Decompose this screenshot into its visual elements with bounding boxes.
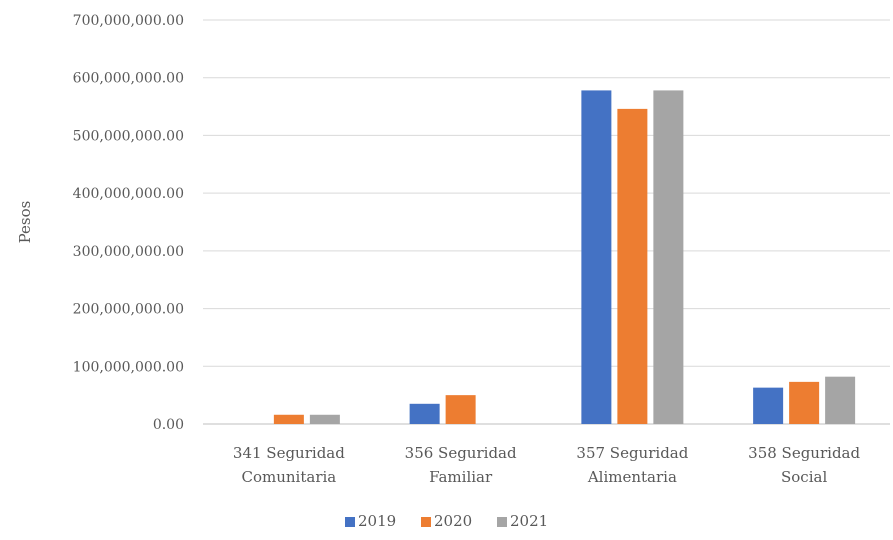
y-tick-label: 0.00 (153, 417, 184, 433)
bar-2020 (273, 414, 304, 424)
bar-2020 (445, 395, 476, 424)
bars (273, 90, 856, 424)
bar-2019 (753, 387, 784, 424)
y-tick-label: 400,000,000.00 (73, 186, 184, 202)
bar-2021 (825, 376, 856, 424)
legend-swatch-2019 (345, 517, 355, 527)
y-axis-label: Pesos (16, 201, 34, 244)
y-tick-label: 500,000,000.00 (73, 128, 184, 144)
x-category-label: 356 Seguridad Familiar (405, 444, 517, 486)
x-category-label: 357 Seguridad Alimentaria (576, 444, 688, 486)
y-tick-label: 100,000,000.00 (73, 359, 184, 375)
legend-label-2019: 2019 (358, 512, 396, 530)
y-axis-ticks: 0.00 100,000,000.00 200,000,000.00 300,000,… (73, 13, 184, 433)
legend-label-2021: 2021 (510, 512, 548, 530)
legend-label-2020: 2020 (434, 512, 472, 530)
y-tick-label: 300,000,000.00 (73, 244, 184, 260)
gridlines (203, 19, 890, 425)
y-tick-label: 700,000,000.00 (73, 13, 184, 29)
legend-swatch-2020 (421, 517, 431, 527)
legend: 2019 2020 2021 (345, 512, 548, 530)
bar-2019 (581, 90, 612, 424)
bar-2021 (653, 90, 684, 424)
bar-2019 (409, 403, 440, 424)
y-tick-label: 200,000,000.00 (73, 302, 184, 318)
bar-2020 (617, 108, 648, 424)
x-axis-categories: 341 Seguridad Comunitaria 356 Seguridad Fam… (233, 444, 861, 486)
bar-2020 (789, 381, 820, 424)
x-category-label: 341 Seguridad Comunitaria (233, 444, 345, 486)
x-category-label: 358 Seguridad Social (748, 444, 860, 486)
bar-2021 (309, 414, 340, 424)
legend-swatch-2021 (497, 517, 507, 527)
y-tick-label: 600,000,000.00 (73, 71, 184, 87)
